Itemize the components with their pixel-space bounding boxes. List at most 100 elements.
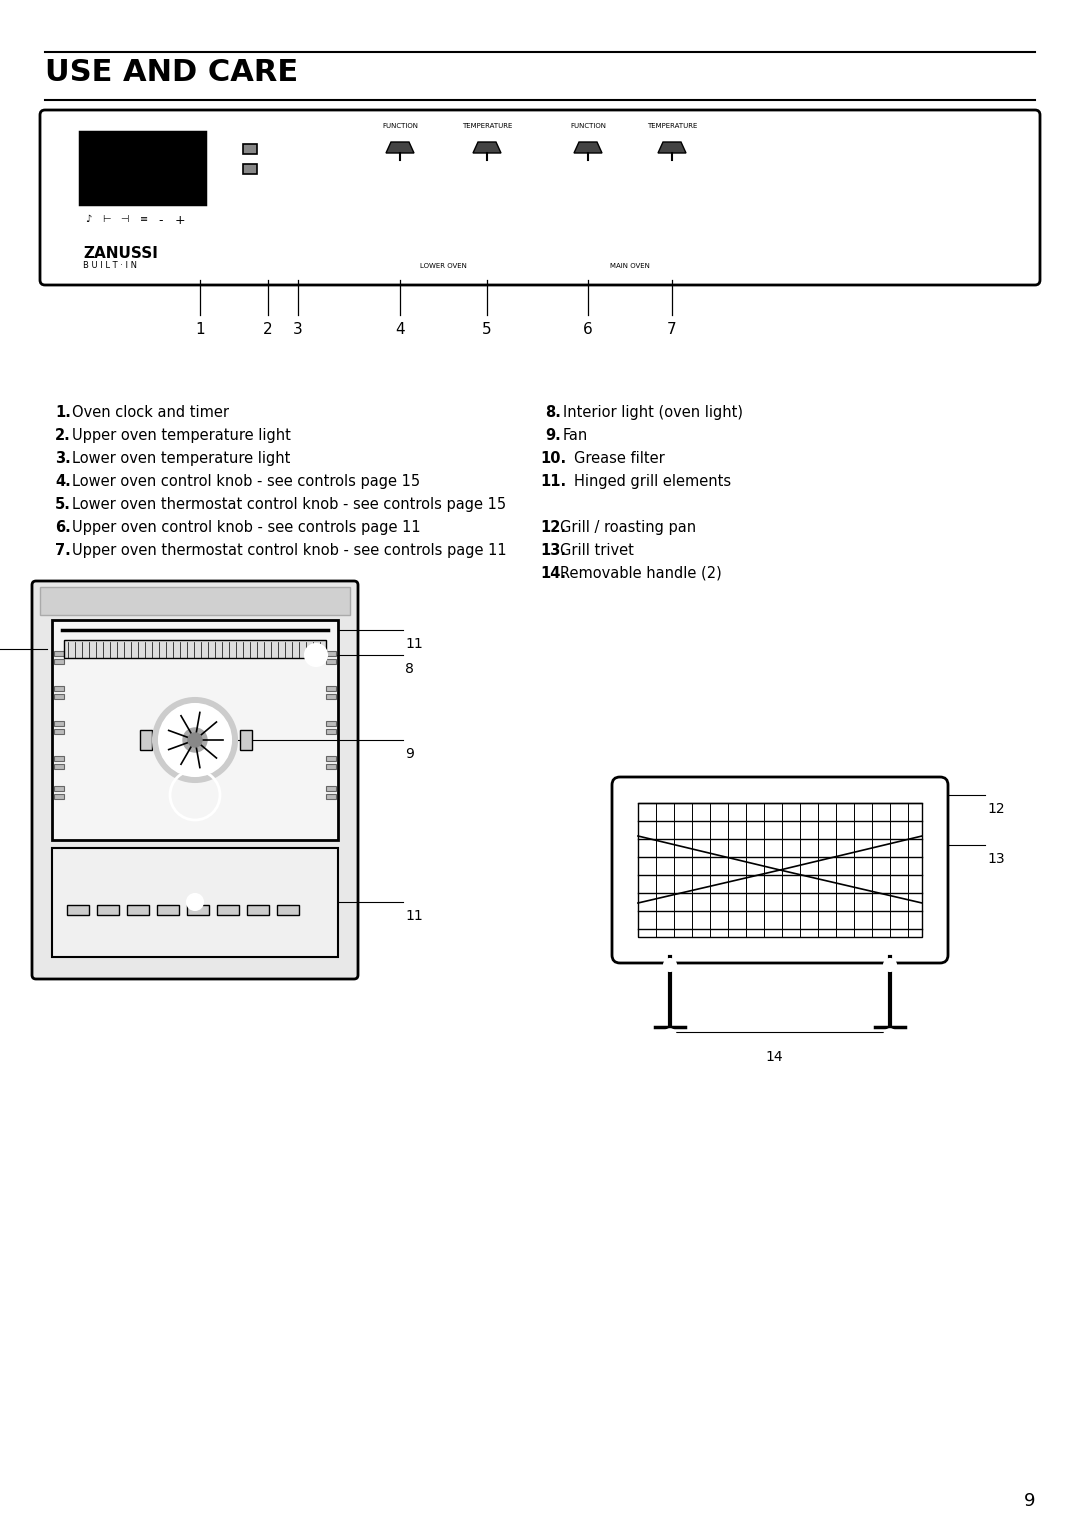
Text: -: - bbox=[158, 214, 162, 228]
Text: Upper oven thermostat control knob - see controls page 11: Upper oven thermostat control knob - see… bbox=[72, 542, 507, 558]
Bar bbox=[40, 587, 350, 614]
Bar bbox=[54, 756, 64, 761]
Text: 12.: 12. bbox=[540, 520, 566, 535]
Text: ≡: ≡ bbox=[140, 214, 148, 225]
Circle shape bbox=[188, 733, 202, 747]
Bar bbox=[80, 131, 205, 205]
Text: Grill trivet: Grill trivet bbox=[561, 542, 634, 558]
Text: 5: 5 bbox=[482, 322, 491, 338]
Bar bbox=[276, 905, 299, 915]
Ellipse shape bbox=[370, 154, 430, 225]
Text: ZANUSSI: ZANUSSI bbox=[83, 246, 158, 261]
Bar bbox=[326, 729, 336, 733]
Ellipse shape bbox=[549, 147, 627, 234]
Ellipse shape bbox=[642, 154, 702, 225]
Text: 9.: 9. bbox=[545, 428, 561, 443]
Circle shape bbox=[102, 226, 109, 234]
Text: ⊣: ⊣ bbox=[120, 214, 129, 225]
Ellipse shape bbox=[558, 154, 618, 225]
Circle shape bbox=[228, 163, 238, 173]
Bar bbox=[326, 721, 336, 726]
Text: Interior light (oven light): Interior light (oven light) bbox=[563, 405, 743, 420]
Bar bbox=[54, 659, 64, 665]
Text: 1.: 1. bbox=[55, 405, 71, 420]
Text: FUNCTION: FUNCTION bbox=[382, 122, 418, 128]
FancyBboxPatch shape bbox=[40, 110, 1040, 286]
Bar bbox=[127, 905, 149, 915]
Text: 4: 4 bbox=[395, 322, 405, 338]
Text: LOWER OVEN: LOWER OVEN bbox=[419, 263, 467, 269]
Text: 3: 3 bbox=[293, 322, 302, 338]
Text: TEMPERATURE: TEMPERATURE bbox=[462, 122, 512, 128]
FancyBboxPatch shape bbox=[32, 581, 357, 979]
Bar bbox=[326, 764, 336, 769]
Bar bbox=[54, 729, 64, 733]
Text: Grease filter: Grease filter bbox=[573, 451, 665, 466]
Bar bbox=[326, 686, 336, 691]
Text: 5.: 5. bbox=[55, 497, 71, 512]
Ellipse shape bbox=[566, 163, 610, 217]
Circle shape bbox=[119, 226, 127, 234]
Bar bbox=[326, 659, 336, 665]
Bar bbox=[243, 163, 257, 174]
Bar bbox=[187, 905, 210, 915]
Text: 2.: 2. bbox=[55, 428, 71, 443]
Text: 11.: 11. bbox=[540, 474, 566, 489]
Bar bbox=[326, 756, 336, 761]
Bar bbox=[52, 620, 338, 840]
Circle shape bbox=[664, 960, 676, 970]
Circle shape bbox=[305, 643, 327, 666]
Text: Fan: Fan bbox=[563, 428, 589, 443]
Text: 10.: 10. bbox=[540, 451, 566, 466]
Text: 8: 8 bbox=[405, 662, 414, 675]
Text: 11: 11 bbox=[405, 909, 422, 923]
Ellipse shape bbox=[361, 147, 438, 234]
Circle shape bbox=[153, 698, 237, 782]
Circle shape bbox=[139, 226, 147, 234]
Text: Upper oven temperature light: Upper oven temperature light bbox=[72, 428, 291, 443]
Text: Lower oven control knob - see controls page 15: Lower oven control knob - see controls p… bbox=[72, 474, 420, 489]
Text: ⊢: ⊢ bbox=[102, 214, 110, 225]
Circle shape bbox=[84, 226, 92, 234]
Circle shape bbox=[885, 1028, 896, 1041]
Bar bbox=[54, 694, 64, 698]
Bar bbox=[240, 730, 252, 750]
Text: B U I L T · I N: B U I L T · I N bbox=[83, 261, 137, 270]
Circle shape bbox=[664, 1028, 676, 1041]
Text: 4.: 4. bbox=[55, 474, 71, 489]
Text: 6: 6 bbox=[583, 322, 593, 338]
Bar bbox=[54, 686, 64, 691]
Bar bbox=[54, 795, 64, 799]
Text: 12: 12 bbox=[987, 802, 1004, 816]
Bar bbox=[54, 785, 64, 792]
Text: TEMPERATURE: TEMPERATURE bbox=[647, 122, 698, 128]
Text: Hinged grill elements: Hinged grill elements bbox=[573, 474, 731, 489]
Bar bbox=[326, 785, 336, 792]
FancyBboxPatch shape bbox=[612, 778, 948, 963]
Text: 14: 14 bbox=[765, 1050, 783, 1063]
Text: 14.: 14. bbox=[540, 565, 566, 581]
Text: Removable handle (2): Removable handle (2) bbox=[561, 565, 721, 581]
Polygon shape bbox=[573, 142, 602, 153]
Text: 13: 13 bbox=[987, 853, 1004, 866]
Text: USE AND CARE: USE AND CARE bbox=[45, 58, 298, 87]
Text: 7.: 7. bbox=[55, 542, 71, 558]
Text: FUNCTION: FUNCTION bbox=[570, 122, 606, 128]
Bar bbox=[326, 694, 336, 698]
Bar bbox=[243, 144, 257, 154]
Text: 8.: 8. bbox=[545, 405, 561, 420]
Text: 13.: 13. bbox=[540, 542, 566, 558]
Bar bbox=[67, 905, 89, 915]
Bar bbox=[54, 764, 64, 769]
Text: Lower oven thermostat control knob - see controls page 15: Lower oven thermostat control knob - see… bbox=[72, 497, 507, 512]
Circle shape bbox=[228, 144, 238, 153]
Polygon shape bbox=[386, 142, 414, 153]
Text: MAIN OVEN: MAIN OVEN bbox=[610, 263, 650, 269]
Bar bbox=[140, 730, 152, 750]
Ellipse shape bbox=[457, 154, 517, 225]
Bar bbox=[326, 651, 336, 656]
Text: Grill / roasting pan: Grill / roasting pan bbox=[561, 520, 697, 535]
Polygon shape bbox=[473, 142, 501, 153]
Bar bbox=[217, 905, 239, 915]
Text: 2: 2 bbox=[264, 322, 273, 338]
